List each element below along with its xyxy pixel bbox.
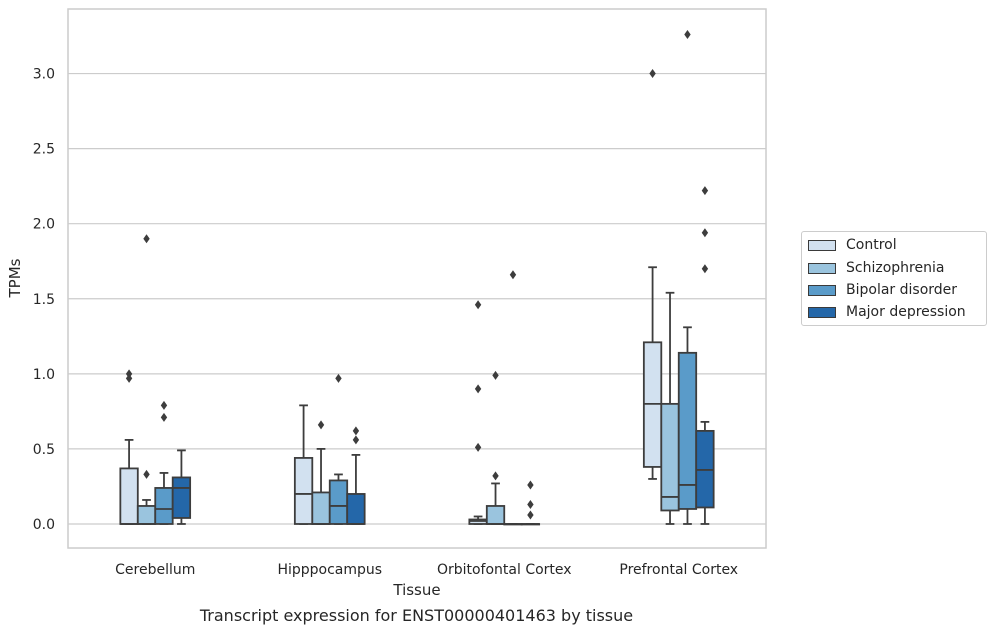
- y-tick-label: 3.0: [33, 67, 55, 83]
- legend-swatch-bipolar-disorder: [808, 284, 836, 296]
- outlier-point: [649, 69, 656, 79]
- box-schizophrenia: [485, 370, 506, 525]
- x-axis-label: Tissue: [392, 581, 440, 599]
- outlier-point: [125, 369, 133, 379]
- outlier-point: [335, 373, 342, 383]
- box-body: [346, 493, 366, 525]
- legend-item-control: Control: [808, 235, 897, 255]
- x-tick-label: Cerebellum: [115, 562, 195, 578]
- box-schizophrenia: [311, 420, 331, 525]
- outlier-point: [701, 186, 709, 196]
- outlier-point: [527, 480, 534, 490]
- box-schizophrenia: [660, 291, 680, 525]
- x-tick-labels: Cerebellum Hipppocampus Orbitofontal Corte…: [115, 562, 738, 578]
- box-bipolar-disorder: [503, 270, 523, 526]
- legend-item-major-depression: Major depression: [808, 302, 966, 322]
- box-control: [293, 404, 314, 525]
- y-tick-label: 0.0: [33, 517, 55, 533]
- x-tick-label: Prefrontal Cortex: [619, 562, 738, 578]
- box-body: [660, 402, 680, 512]
- box-major-depression: [520, 480, 541, 526]
- box-body: [119, 467, 139, 525]
- y-tick-label: 2.5: [33, 142, 55, 158]
- outlier-point: [527, 499, 534, 509]
- box-series: [119, 30, 715, 526]
- y-axis-label: TPMs: [6, 258, 24, 298]
- box-control: [468, 300, 488, 525]
- legend-swatch-major-depression: [808, 306, 836, 318]
- y-tick-label: 2.0: [33, 217, 55, 233]
- outlier-point: [684, 30, 691, 40]
- box-body: [136, 505, 157, 525]
- x-tick-label: Hipppocampus: [277, 562, 382, 578]
- box-major-depression: [346, 426, 366, 525]
- outlier-point: [125, 373, 133, 383]
- outlier-point: [474, 300, 482, 310]
- box-bipolar-disorder: [154, 400, 174, 525]
- box-body: [328, 479, 349, 525]
- outlier-point: [701, 264, 709, 274]
- outlier-point: [352, 435, 360, 445]
- box-body: [485, 505, 506, 525]
- y-tick-label: 1.0: [33, 367, 55, 383]
- outlier-point: [352, 426, 360, 436]
- legend-swatch-schizophrenia: [808, 262, 836, 274]
- y-tick-label: 0.5: [33, 442, 55, 458]
- y-tick-labels: 0.0 0.5 1.0 1.5 2.0 2.5 3.0: [33, 67, 55, 533]
- outlier-point: [701, 228, 709, 238]
- outlier-point: [527, 510, 534, 520]
- outlier-point: [317, 420, 325, 430]
- legend-swatch-control: [808, 239, 836, 251]
- box-major-depression: [171, 449, 192, 525]
- outlier-point: [160, 412, 168, 422]
- outlier-point: [474, 384, 482, 394]
- outlier-point: [492, 370, 499, 380]
- chart-caption: Transcript expression for ENST0000040146…: [199, 606, 634, 625]
- outlier-point: [143, 234, 150, 244]
- legend-label-schizophrenia: Schizophrenia: [846, 260, 945, 276]
- plot-frame: [67, 8, 767, 549]
- outlier-point: [492, 471, 499, 481]
- grid-lines: [68, 72, 766, 525]
- box-bipolar-disorder: [677, 30, 698, 525]
- box-control: [119, 369, 139, 525]
- legend-label-control: Control: [846, 237, 897, 253]
- box-schizophrenia: [136, 234, 157, 525]
- legend: Control Schizophrenia Bipolar disorder M…: [801, 231, 987, 326]
- y-tick-label: 1.5: [33, 292, 55, 308]
- box-body: [293, 457, 314, 525]
- box-body: [311, 491, 331, 525]
- box-control: [642, 69, 663, 480]
- outlier-point: [509, 270, 517, 280]
- legend-item-schizophrenia: Schizophrenia: [808, 258, 944, 278]
- legend-label-bipolar-disorder: Bipolar disorder: [846, 282, 958, 298]
- box-body: [154, 487, 174, 525]
- box-body: [171, 476, 192, 519]
- legend-label-major-depression: Major depression: [846, 304, 966, 320]
- box-major-depression: [695, 186, 715, 525]
- outlier-point: [160, 400, 168, 410]
- x-tick-label: Orbitofontal Cortex: [437, 562, 572, 578]
- outlier-point: [143, 469, 150, 479]
- legend-item-bipolar-disorder: Bipolar disorder: [808, 280, 957, 300]
- outlier-point: [474, 442, 482, 452]
